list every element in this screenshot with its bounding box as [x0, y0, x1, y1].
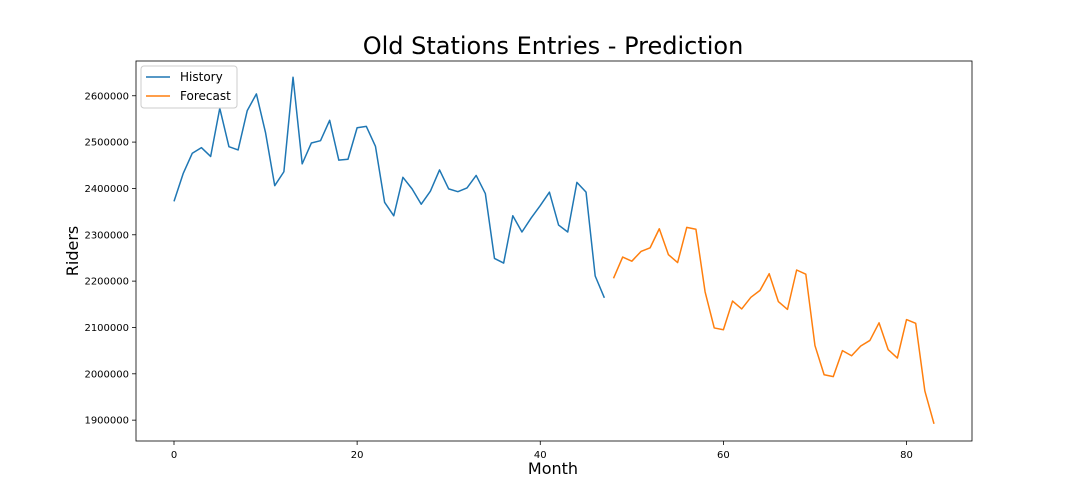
legend-label-history: History — [180, 70, 223, 84]
x-tick-label: 80 — [900, 450, 913, 461]
y-tick-label: 1900000 — [84, 416, 129, 427]
legend: History Forecast — [140, 65, 238, 109]
x-tick-label: 60 — [717, 450, 730, 461]
y-axis-label: Riders — [63, 226, 82, 276]
y-tick-label: 2600000 — [84, 91, 129, 102]
series-line-history — [173, 76, 606, 299]
y-tick-label: 2500000 — [84, 138, 129, 149]
y-tick-label: 2100000 — [84, 323, 129, 334]
y-tick-label: 2000000 — [84, 369, 129, 380]
y-tick-label: 2400000 — [84, 184, 129, 195]
plot-area — [135, 60, 973, 442]
x-tick-label: 20 — [351, 450, 364, 461]
x-axis-ticks: 0 20 40 60 80 — [171, 441, 913, 461]
series-line-forecast — [612, 226, 935, 425]
x-axis-label: Month — [528, 459, 578, 478]
series-layer — [173, 76, 935, 425]
legend-label-forecast: Forecast — [180, 89, 231, 103]
y-tick-label: 2300000 — [84, 230, 129, 241]
y-tick-label: 2200000 — [84, 277, 129, 288]
x-tick-label: 40 — [534, 450, 547, 461]
chart-title: Old Stations Entries - Prediction — [363, 32, 744, 60]
y-axis-ticks: 1900000 2000000 2100000 2200000 2300000 24000… — [84, 91, 136, 427]
x-tick-label: 0 — [171, 450, 177, 461]
